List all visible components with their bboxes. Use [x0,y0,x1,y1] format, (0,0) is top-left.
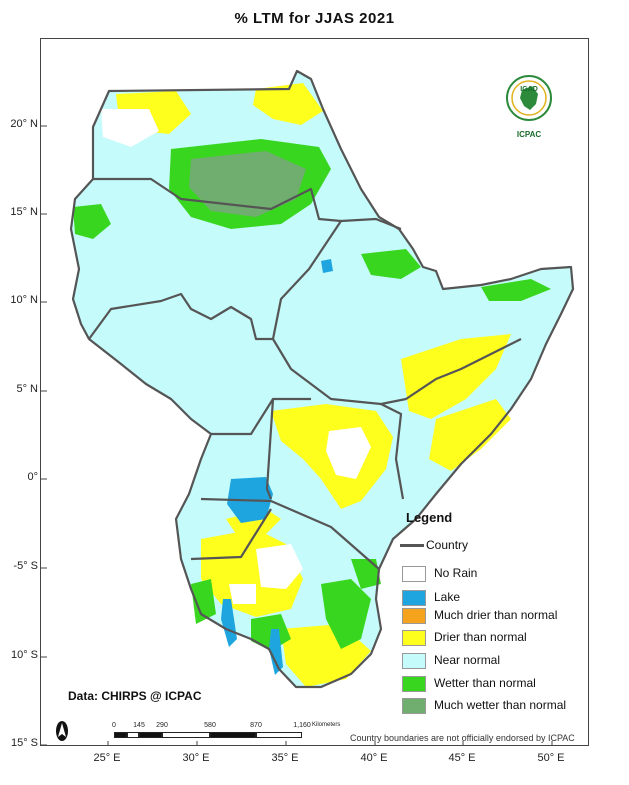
scale-unit: Kilometers [312,722,341,728]
legend-item: Much drier than normal [402,608,557,624]
scale-tick: 870 [250,722,262,729]
scale-segment [127,732,139,738]
lake-tana [321,259,333,273]
legend-title: Legend [406,510,453,525]
map-title: % LTM for JJAS 2021 [234,10,395,27]
legend-item: Much wetter than normal [402,698,566,714]
legend-item: Near normal [402,653,500,669]
y-axis-label: 10° S [10,649,38,661]
x-axis-label: 45° E [448,752,476,764]
y-axis-label: 15° N [10,206,38,218]
scale-segment [114,732,127,738]
legend-swatch [402,653,426,669]
scale-tick: 1,160 [293,722,311,729]
legend-label: Much wetter than normal [434,698,567,713]
legend-swatch [402,590,426,606]
x-axis-label: 50° E [537,752,565,764]
y-axis-label: 0° [27,471,38,483]
lake-tanganyika [221,599,237,647]
region-landmass [71,71,573,687]
lake-malawi [269,629,283,675]
legend-item: Drier than normal [402,630,527,646]
x-axis-label: 25° E [93,752,121,764]
legend-country: Country [400,538,468,552]
legend-label: Lake [434,590,461,605]
y-axis-label: 20° N [10,118,38,130]
scale-tick: 290 [156,722,168,729]
scale-segment [162,732,210,738]
data-source: Data: CHIRPS @ ICPAC [68,689,202,703]
logo-top-text: IGAD [520,86,538,93]
legend-swatch [402,698,426,714]
scale-bar: 0 145 290 580 870 1,160 Kilometers [106,722,366,746]
region-map [41,69,575,745]
y-axis-label: 15° S [10,737,38,749]
legend-item: Lake [402,590,460,606]
legend-label: Near normal [434,653,501,668]
scale-segment [256,732,302,738]
logo-bottom-text: ICPAC [516,130,542,139]
legend-label: Much drier than normal [434,608,558,623]
y-axis-label: 5° N [16,383,38,395]
legend-label: Wetter than normal [434,676,536,691]
legend-label: Drier than normal [434,630,527,645]
boundary-disclaimer: Country boundaries are not officially en… [350,733,575,743]
country-line-swatch [400,544,424,548]
legend-swatch [402,608,426,624]
x-axis-label: 35° E [271,752,299,764]
map-frame [40,38,589,746]
x-axis-label: 30° E [182,752,210,764]
north-arrow-icon [56,721,68,741]
scale-tick: 145 [133,722,145,729]
y-axis-label: 10° N [10,294,38,306]
logo-icon [506,75,552,121]
y-axis-label: -5° S [13,560,38,572]
scale-segment [210,732,256,738]
x-axis-label: 40° E [360,752,388,764]
scale-tick: 580 [204,722,216,729]
map-legend: Legend Country No Rain Lake Much drier t… [396,508,591,722]
igad-icpac-logo: IGAD ICPAC [502,72,556,142]
scale-tick: 0 [112,722,116,729]
legend-label: No Rain [434,566,478,581]
legend-swatch [402,676,426,692]
legend-country-label: Country [426,538,469,552]
legend-item: Wetter than normal [402,676,536,692]
scale-segment [139,732,162,738]
legend-item: No Rain [402,566,477,582]
legend-swatch [402,630,426,646]
legend-swatch [402,566,426,582]
